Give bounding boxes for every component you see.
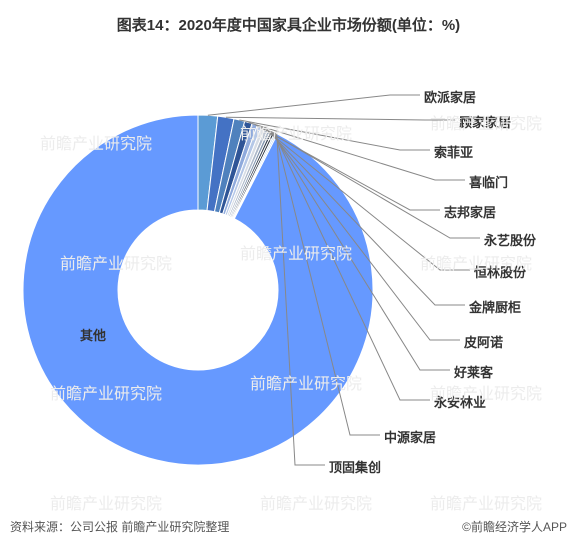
slice-label-1: 顾家家居 (459, 112, 511, 131)
leader-line-0 (208, 95, 420, 115)
slice-label-6: 恒林股份 (474, 262, 526, 281)
slice-label-other: 其他 (80, 325, 106, 344)
slice-label-5: 永艺股份 (484, 230, 536, 249)
slice-label-4: 志邦家居 (444, 202, 496, 221)
slice-13 (23, 115, 373, 465)
source-text: 资料来源：公司公报 前瞻产业研究院整理 (10, 518, 229, 535)
slice-label-9: 好莱客 (454, 362, 493, 381)
slice-label-12: 顶固集创 (329, 457, 381, 476)
slice-label-0: 欧派家居 (424, 87, 476, 106)
slice-label-8: 皮阿诺 (464, 332, 503, 351)
slice-label-11: 中源家居 (384, 427, 436, 446)
slice-label-3: 喜临门 (469, 172, 508, 191)
app-credit: ©前瞻经济学人APP (462, 518, 567, 535)
slice-label-10: 永安林业 (434, 392, 486, 411)
slice-label-7: 金牌厨柜 (469, 297, 521, 316)
leader-line-1 (226, 117, 455, 120)
slice-label-2: 索菲亚 (434, 142, 473, 161)
